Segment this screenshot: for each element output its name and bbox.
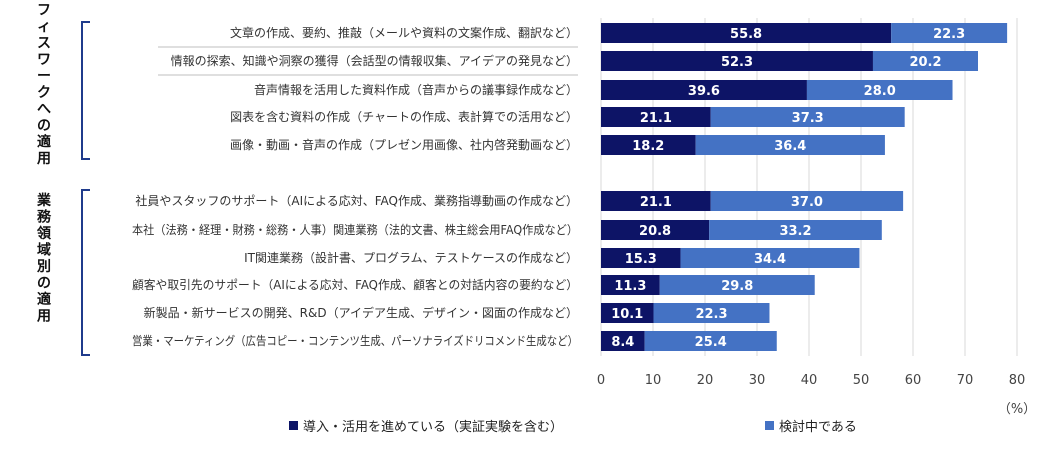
bar-adopting [601,80,807,100]
data-label: 8.4 [611,335,634,350]
legend-label: 導入・活用を進めている（実証実験を含む） [303,419,563,435]
data-label: 15.3 [625,252,657,267]
category-label: 顧客や取引先のサポート（AIによる応対、FAQ作成、顧客との対話内容の要約など） [132,277,578,292]
data-label: 21.1 [640,111,672,126]
data-label: 20.2 [909,55,941,70]
bar-considering [891,23,1008,43]
data-label: 21.1 [640,195,672,210]
x-tick-label: 70 [957,373,974,388]
x-tick-label: 50 [853,373,870,388]
bar-considering [644,331,777,351]
data-label: 22.3 [695,307,727,322]
data-label: 36.4 [774,139,806,154]
bar-adopting [601,220,710,240]
bar-considering [872,51,978,71]
bar-adopting [601,107,711,127]
data-label: 33.2 [779,224,811,239]
bar-considering [680,248,860,268]
legend: 導入・活用を進めている（実証実験を含む） 検討中である [289,419,857,435]
group-label: 業務領域別の適用 [36,192,52,325]
bar-adopting [601,275,660,295]
data-label: 34.4 [754,252,786,267]
data-label: 52.3 [721,55,753,70]
data-label: 22.3 [933,27,965,42]
category-label: 文章の作成、要約、推敲（メールや資料の文案作成、翻訳など） [230,25,578,40]
bar-adopting [601,135,696,155]
x-tick-label: 20 [697,373,714,388]
x-axis: 0 10 20 30 40 50 60 70 80 （%） [597,373,1036,417]
legend-swatch [289,421,298,430]
category-label: 情報の探索、知識や洞察の獲得（会話型の情報収集、アイデアの発見など） [171,53,578,68]
data-label: 29.8 [721,279,753,294]
bar-adopting [601,331,645,351]
bar-adopting [601,191,711,211]
data-label: 11.3 [614,279,646,294]
category-label: IT関連業務（設計書、プログラム、テストケースの作成など） [244,250,578,265]
bar-considering [710,107,905,127]
legend-label: 検討中である [779,419,857,435]
data-label: 37.3 [792,111,824,126]
x-tick-label: 60 [905,373,922,388]
bar-adopting [601,51,873,71]
bar-considering [710,191,904,211]
data-label: 10.1 [611,307,643,322]
data-label: 39.6 [688,84,720,99]
data-label: 20.8 [639,224,671,239]
bar-adopting [601,248,681,268]
bar-considering [653,303,770,323]
category-labels: 文章の作成、要約、推敲（メールや資料の文案作成、翻訳など） 情報の探索、知識や洞察… [132,25,578,348]
category-label: 図表を含む資料の作成（チャートの作成、表計算での活用など） [230,109,578,124]
data-label: 28.0 [864,84,896,99]
bar-adopting [601,303,654,323]
data-label: 25.4 [695,335,727,350]
category-label: 画像・動画・音声の作成（プレゼン用画像、社内啓発動画など） [230,137,578,152]
x-tick-label: 10 [645,373,662,388]
legend-swatch [765,421,774,430]
gridlines [600,18,1018,356]
group-label: オフィスワークへの適用 [37,0,51,167]
x-tick-label: 30 [749,373,766,388]
group-bracket [81,189,90,356]
category-label: 新製品・新サービスの開発、R&D（アイデア生成、デザイン・図面の作成など） [144,305,578,320]
group-bracket [81,21,90,160]
x-axis-unit-label: （%） [998,402,1036,417]
bar-considering [806,80,953,100]
category-label: 営業・マーケティング（広告コピー・コンテンツ生成、パーソナライズドリコメンド生成… [132,333,578,348]
bar-considering [695,135,885,155]
category-label: 本社（法務・経理・財務・総務・人事）関連業務（法的文書、株主総会用FAQ作成など… [132,222,578,237]
data-label: 18.2 [632,139,664,154]
bar-considering [659,275,815,295]
data-label: 55.8 [730,27,762,42]
x-tick-label: 40 [801,373,818,388]
group-brackets: オフィスワークへの適用業務領域別の適用 [36,0,90,356]
bars: 55.8 22.3 52.3 20.2 39.6 28.0 21.1 37.3 18.2 36.4… [601,23,1008,351]
x-tick-label: 80 [1009,373,1026,388]
category-label: 社員やスタッフのサポート（AIによる応対、FAQ作成、業務指導動画の作成など） [135,193,578,208]
data-label: 37.0 [791,195,823,210]
bar-adopting [601,23,892,43]
category-label: 音声情報を活用した資料作成（音声からの議事録作成など） [254,82,578,97]
bar-considering [709,220,882,240]
x-tick-label: 0 [597,373,605,388]
